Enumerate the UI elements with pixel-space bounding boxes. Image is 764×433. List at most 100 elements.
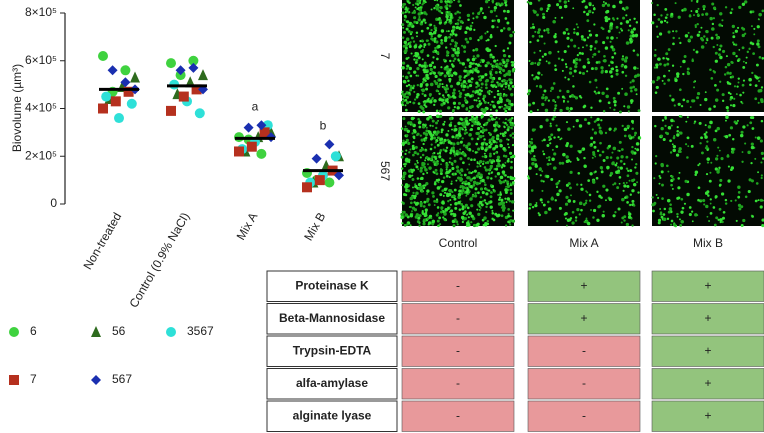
cell xyxy=(610,45,614,49)
cell xyxy=(547,99,550,102)
cell xyxy=(472,177,474,180)
cell xyxy=(667,170,670,173)
cell xyxy=(657,221,661,225)
cell xyxy=(706,140,709,143)
cell xyxy=(602,41,606,45)
cell xyxy=(406,64,410,68)
cell xyxy=(618,0,623,4)
cell xyxy=(543,29,546,32)
cell xyxy=(417,56,421,60)
cell xyxy=(493,160,496,163)
cell xyxy=(477,97,480,100)
cell xyxy=(536,30,540,35)
cell xyxy=(433,99,437,103)
cell xyxy=(506,128,510,132)
cell xyxy=(628,179,631,182)
cell xyxy=(558,0,562,3)
micrograph-bg xyxy=(528,116,640,226)
cell xyxy=(656,76,661,80)
cell xyxy=(595,92,598,95)
cell xyxy=(421,148,425,151)
cell xyxy=(662,57,665,60)
cell xyxy=(737,203,742,208)
cell xyxy=(538,58,542,62)
cell xyxy=(484,148,488,152)
cell xyxy=(469,127,473,132)
cell xyxy=(705,131,708,134)
cell xyxy=(407,121,411,125)
cell xyxy=(622,181,625,185)
cell xyxy=(426,171,429,174)
cell xyxy=(719,218,723,222)
cell xyxy=(426,217,430,220)
cell xyxy=(619,27,623,31)
cell xyxy=(728,133,732,137)
cell xyxy=(401,184,404,187)
cell xyxy=(425,84,428,87)
cell xyxy=(409,224,412,227)
cell xyxy=(561,69,564,72)
cell xyxy=(534,204,538,208)
cell xyxy=(611,48,616,52)
cell xyxy=(443,187,448,192)
cell xyxy=(472,17,475,20)
cell xyxy=(450,161,453,164)
cell xyxy=(666,198,671,203)
cell xyxy=(619,159,623,163)
cell xyxy=(503,107,506,111)
cell xyxy=(566,142,570,146)
cell xyxy=(603,54,606,58)
cell xyxy=(510,160,513,164)
y-tick-label: 8×10⁵ xyxy=(25,5,57,19)
cell xyxy=(567,32,570,36)
cell xyxy=(504,94,508,97)
cell xyxy=(735,219,738,222)
cell xyxy=(708,179,712,183)
cell xyxy=(436,0,439,2)
cell xyxy=(588,199,592,202)
cell xyxy=(475,90,480,94)
cell xyxy=(596,117,600,122)
cell xyxy=(414,6,417,9)
cell xyxy=(535,202,538,204)
cell xyxy=(495,15,498,18)
x-tick-label: Control (0.9% NaCl) xyxy=(127,210,193,310)
cell xyxy=(416,83,419,87)
cell xyxy=(593,145,597,149)
table-cell-text: - xyxy=(582,343,586,357)
cell xyxy=(451,147,455,151)
cell xyxy=(535,173,538,176)
cell xyxy=(405,91,409,95)
cell xyxy=(449,43,452,46)
cell xyxy=(659,20,664,24)
cell xyxy=(610,75,614,78)
cell xyxy=(433,199,437,203)
cell xyxy=(672,136,676,140)
y-tick-label: 4×10⁵ xyxy=(25,101,57,115)
table-row-label: Proteinase K xyxy=(295,278,369,292)
cell xyxy=(668,207,673,211)
cell xyxy=(505,123,509,127)
table-cell xyxy=(401,335,515,367)
cell xyxy=(725,106,729,110)
cell xyxy=(498,96,503,101)
cell xyxy=(498,66,502,70)
cell xyxy=(435,109,439,113)
cell xyxy=(413,20,417,24)
cell xyxy=(467,18,470,22)
cell xyxy=(509,81,513,85)
cell xyxy=(718,184,722,187)
cell xyxy=(492,65,496,68)
cell xyxy=(474,187,478,191)
cell xyxy=(561,58,564,62)
cell xyxy=(636,73,640,77)
cell xyxy=(575,23,578,26)
cell xyxy=(460,203,464,206)
cell xyxy=(501,64,504,67)
cell xyxy=(533,145,537,149)
cell xyxy=(626,124,630,129)
cell xyxy=(450,73,453,76)
cell xyxy=(611,67,615,71)
cell xyxy=(605,10,609,14)
cell xyxy=(421,88,425,93)
